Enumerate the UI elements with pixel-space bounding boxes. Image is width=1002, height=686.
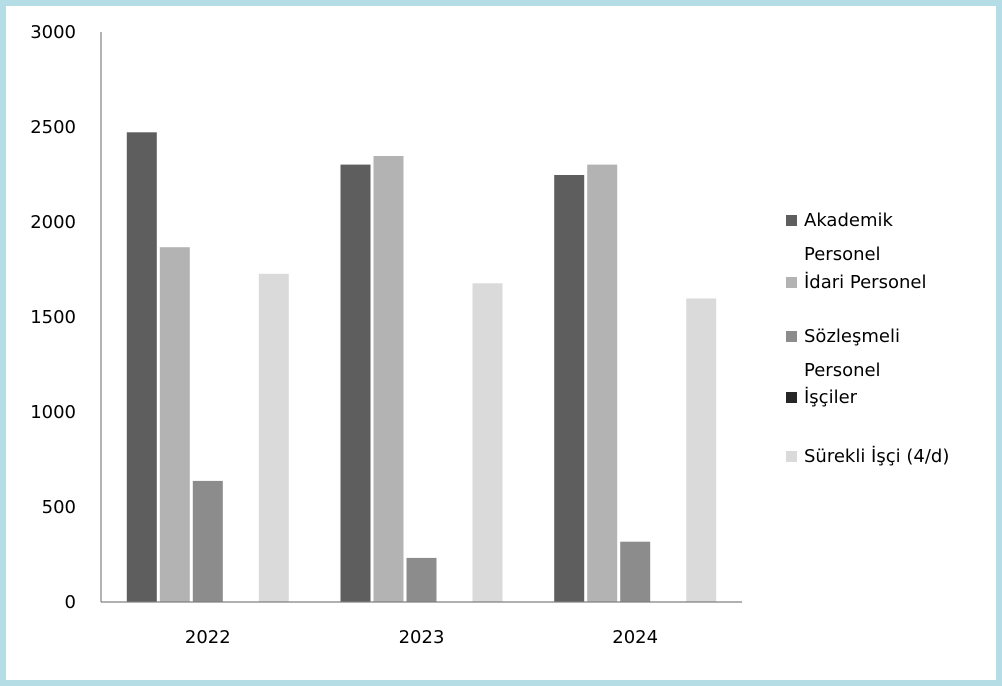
bar-2023-series-0 [339,163,372,603]
axis-layer: 2022 2023 2024 0 500 1000 1500 2000 2500 3000 [30,22,742,648]
legend-label-4: Sürekli İşçi (4/d) [804,446,949,467]
bar-2022-series-1 [158,246,191,603]
x-tick-label: 2023 [399,627,445,648]
bar-2024-series-1 [586,163,619,603]
y-tick-label: 2500 [30,117,76,138]
bar-2023-series-4 [471,282,504,603]
y-tick-label: 500 [42,497,76,518]
y-tick-label: 2000 [30,212,76,233]
bar-2024-series-0 [553,174,586,603]
x-tick-label: 2022 [185,627,231,648]
legend-label-3: İşçiler [804,387,858,408]
y-tick-label: 3000 [30,22,76,43]
bar-2022-series-4 [257,272,290,603]
y-tick-label: 1000 [30,402,76,423]
bar-2023-series-2 [405,556,438,603]
legend-label-1: İdari Personel [804,272,926,293]
legend-swatch-0 [786,215,797,226]
bars-layer [125,131,718,603]
bar-2024-series-2 [619,540,652,603]
bar-2023-series-1 [372,155,405,603]
y-tick-label: 0 [65,592,76,613]
bar-2022-series-2 [191,479,224,603]
y-tick-label: 1500 [30,307,76,328]
legend-swatch-2 [786,331,797,342]
x-tick-label: 2024 [612,627,658,648]
legend-label-0: Akademik Personel [804,210,893,265]
bar-2024-series-4 [685,297,718,603]
legend-swatch-3 [786,392,797,403]
legend: Akademik Personel İdari Personel Sözleşmeli… [786,210,949,467]
legend-label-2: Sözleşmeli Personel [804,326,900,381]
legend-swatch-1 [786,277,797,288]
legend-swatch-4 [786,451,797,462]
bar-2022-series-0 [125,131,158,603]
